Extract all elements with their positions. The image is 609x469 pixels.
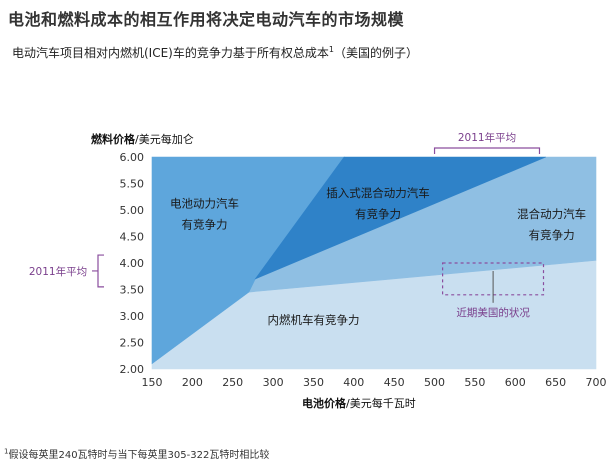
region-label-line: 有竞争力 (529, 228, 575, 242)
region-label-line: 有竞争力 (355, 207, 401, 221)
y-axis-label: 燃料价格/美元每加仑 (90, 132, 194, 146)
x-tick-label: 150 (142, 376, 163, 389)
subtitle-suffix: （美国的例子） (333, 46, 418, 60)
x-tick-label: 200 (182, 376, 203, 389)
x-axis-label: 电池价格/美元每千瓦时 (302, 396, 416, 410)
region-label-hybrid: 混合动力汽车有竞争力 (517, 207, 586, 242)
chart-subtitle: 电动汽车项目相对内燃机(ICE)车的竞争力基于所有权总成本1（美国的例子） (12, 44, 418, 61)
y-tick-label: 4.50 (120, 231, 145, 244)
x-tick-label: 400 (343, 376, 364, 389)
recent-us-box (442, 262, 545, 296)
x-axis-label-bold: 电池价格 (302, 396, 347, 410)
region-label-line: 电池动力汽车 (170, 196, 239, 210)
subtitle-text: 电动汽车项目相对内燃机(ICE)车的竞争力基于所有权总成本 (12, 46, 329, 60)
y-tick-label: 5.50 (120, 178, 145, 191)
region-phev (254, 156, 547, 280)
y-axis-ticks: 2.00 2.50 3.00 3.50 4.00 4.50 5.00 5.50 6.00 (120, 151, 145, 376)
x-tick-label: 600 (505, 376, 526, 389)
region-label-line: 有竞争力 (182, 217, 228, 231)
region-label-ice: 内燃机车有竞争力 (268, 313, 360, 327)
region-label-line: 内燃机车有竞争力 (268, 313, 360, 327)
x-axis-label-rest: /美元每千瓦时 (346, 396, 416, 410)
y-tick-label: 2.50 (120, 337, 145, 350)
footnote-text: 假设每英里240瓦特时与当下每英里305-322瓦特时相比较 (8, 450, 270, 461)
x-tick-label: 650 (545, 376, 566, 389)
x-tick-label: 250 (222, 376, 243, 389)
x-tick-label: 300 (263, 376, 284, 389)
recent-us-label: 近期美国的状况 (456, 306, 530, 319)
y-tick-label: 5.00 (120, 204, 145, 217)
chart-regions (151, 156, 597, 370)
y-tick-label: 2.00 (120, 363, 145, 376)
x-tick-label: 700 (586, 376, 607, 389)
avg-2011-y-label: 2011年平均 (29, 265, 87, 278)
region-label-line: 插入式混合动力汽车 (326, 186, 430, 200)
region-label-phev: 插入式混合动力汽车有竞争力 (326, 186, 430, 221)
y-tick-label: 4.00 (120, 257, 145, 270)
footnote: 1假设每英里240瓦特时与当下每英里305-322瓦特时相比较 (4, 446, 269, 461)
y-tick-label: 3.00 (120, 310, 145, 323)
y-axis-label-rest: /美元每加仑 (135, 132, 194, 146)
chart-title: 电池和燃料成本的相互作用将决定电动汽车的市场规模 (8, 10, 405, 29)
y-tick-label: 6.00 (120, 151, 145, 164)
avg-2011-y-bracket (92, 254, 104, 288)
y-axis-label-bold: 燃料价格 (90, 132, 136, 146)
x-axis-ticks: 150 200 250 300 350 400 450 500 550 600 650 700 (142, 376, 607, 389)
x-tick-label: 450 (384, 376, 405, 389)
region-label-ev: 电池动力汽车有竞争力 (170, 196, 239, 231)
x-tick-label: 500 (424, 376, 445, 389)
y-tick-label: 3.50 (120, 284, 145, 297)
footnote-marker: 1 (4, 447, 9, 456)
avg-2011-x-bracket (433, 147, 541, 154)
region-label-line: 混合动力汽车 (517, 207, 586, 221)
subtitle-footnote-marker: 1 (328, 45, 334, 54)
avg-2011-x-label: 2011年平均 (458, 131, 516, 144)
x-tick-label: 550 (464, 376, 485, 389)
x-tick-label: 350 (303, 376, 324, 389)
